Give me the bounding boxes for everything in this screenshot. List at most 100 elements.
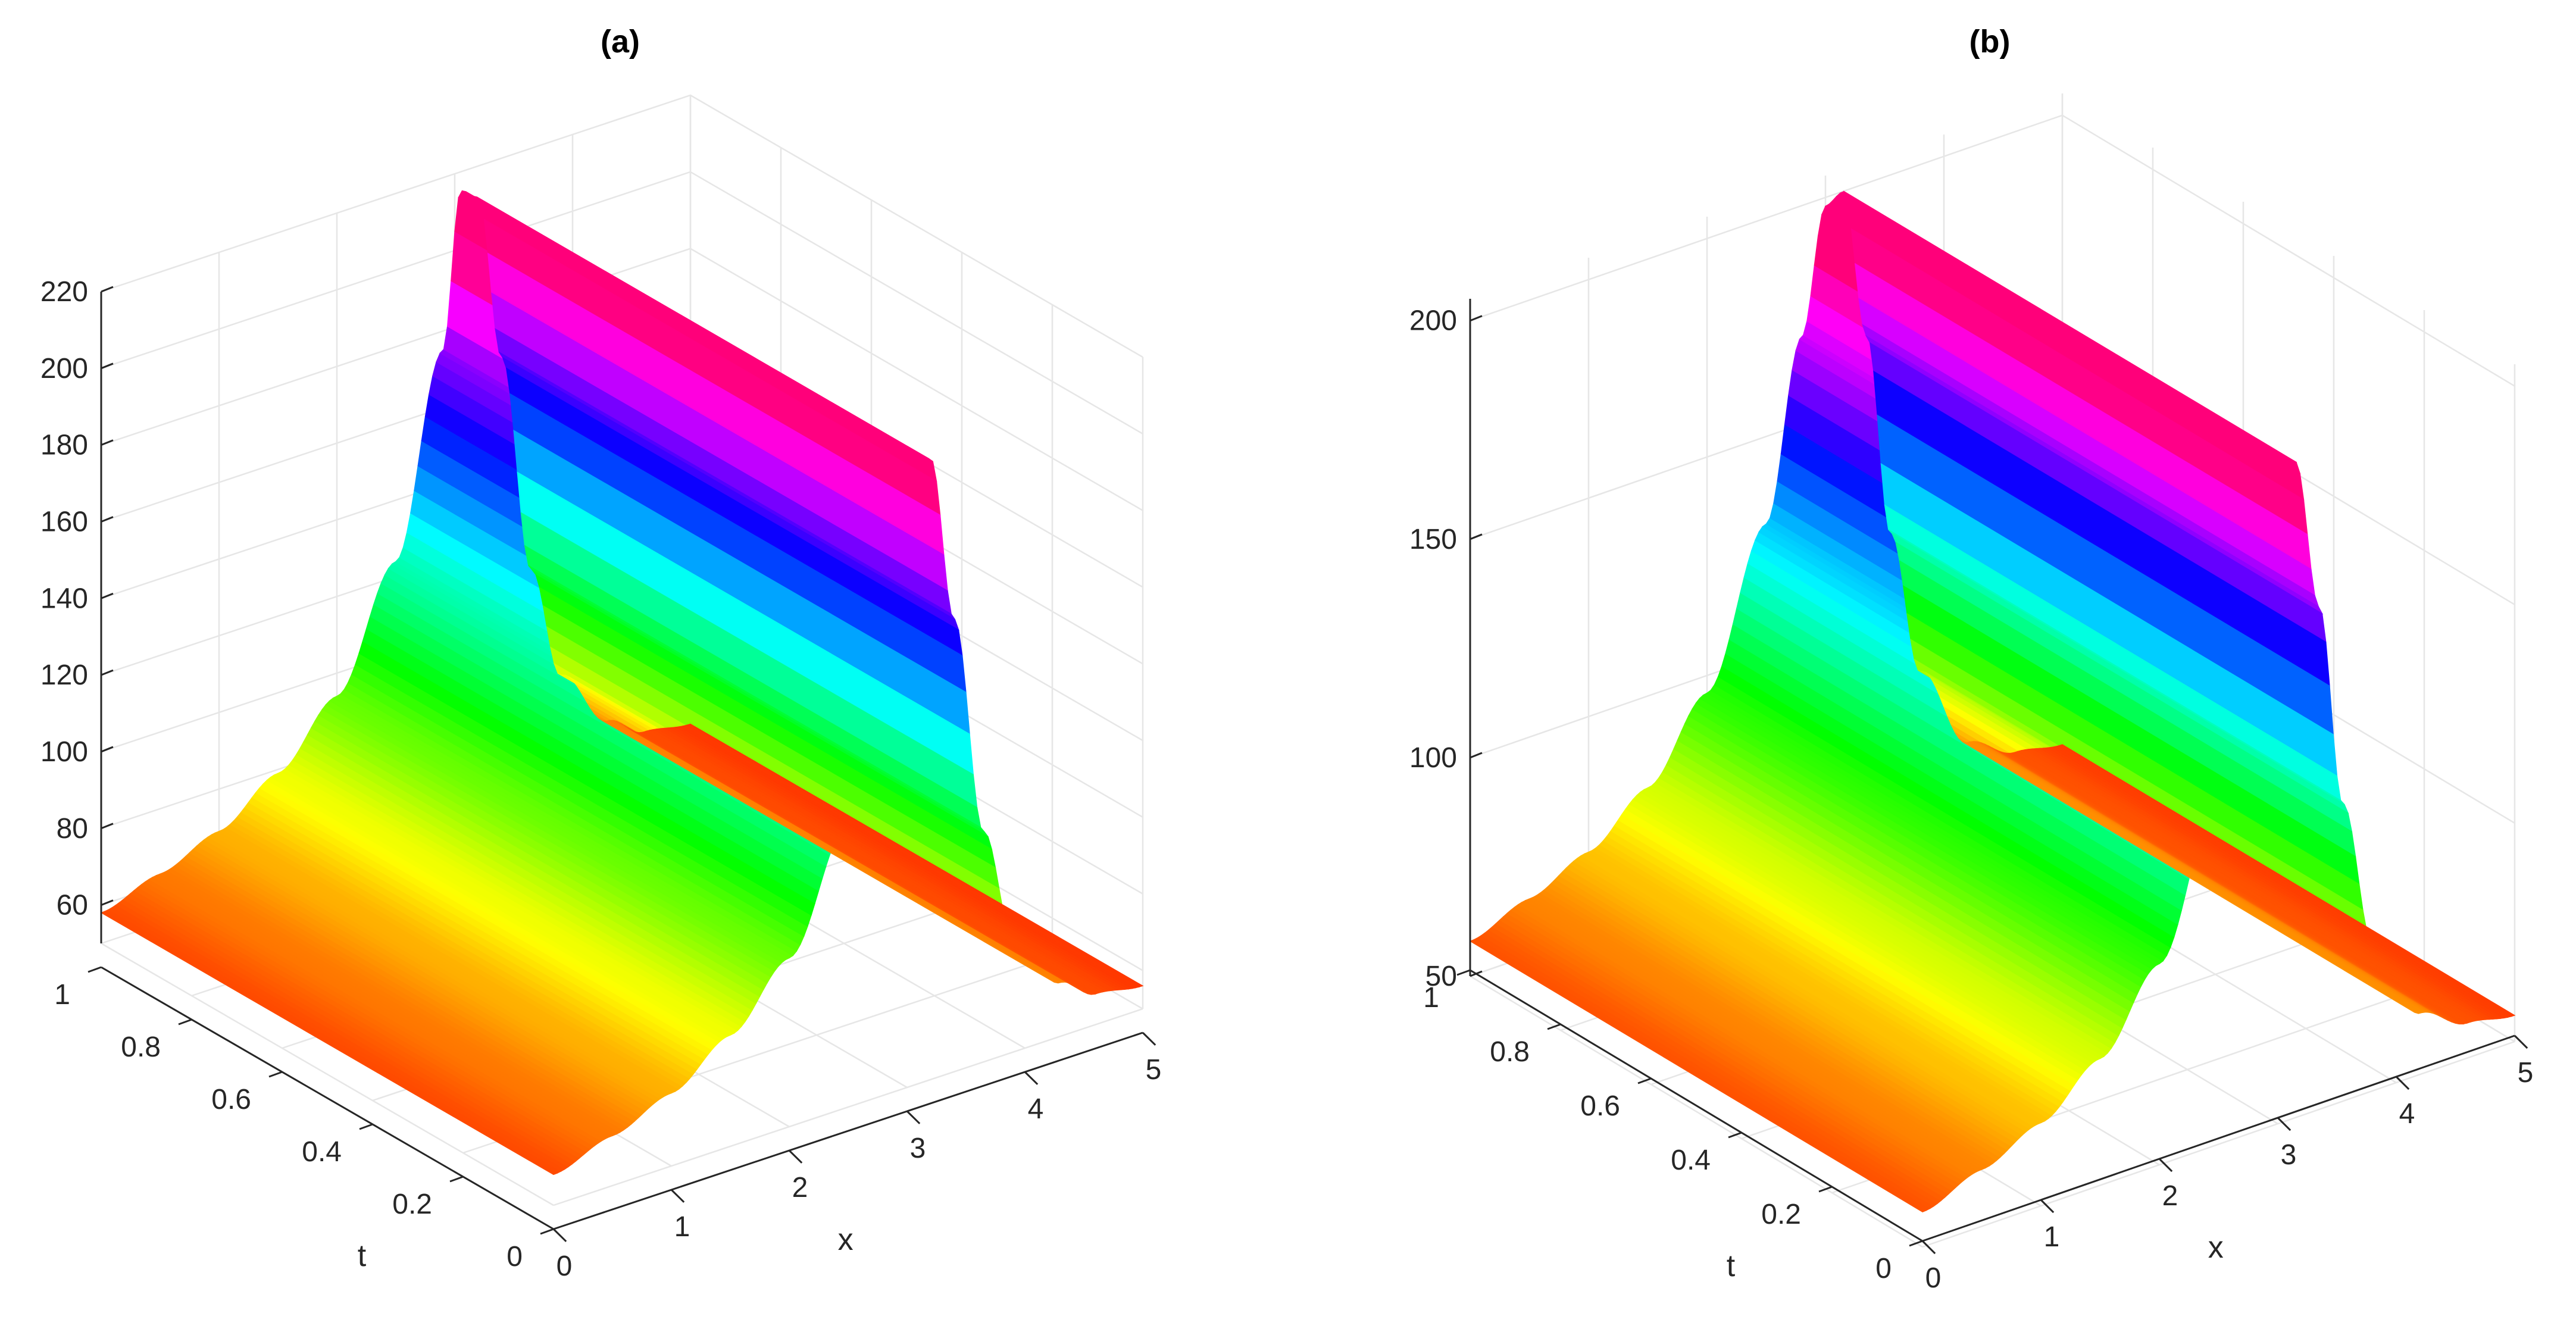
grid-line-z bbox=[101, 171, 1143, 434]
t-tick-label: 1 bbox=[1423, 982, 1439, 1014]
x-tick-mark bbox=[2158, 1158, 2173, 1173]
x-tick-label: 3 bbox=[910, 1133, 926, 1164]
axes: 01234500.20.40.60.8160801001201401601802… bbox=[40, 276, 1161, 1282]
t-tick-mark bbox=[449, 1176, 464, 1183]
z-tick-label: 80 bbox=[57, 813, 88, 845]
grid-line-floor-x bbox=[101, 942, 554, 1206]
x-tick-mark bbox=[2514, 1034, 2528, 1049]
panel-title: (b) bbox=[1969, 24, 2011, 60]
t-tick-label: 0.2 bbox=[392, 1189, 432, 1220]
t-tick-label: 0.4 bbox=[1671, 1145, 1711, 1176]
z-tick-label: 200 bbox=[40, 353, 88, 384]
z-tick-label: 200 bbox=[1409, 305, 1457, 337]
x-tick-label: 3 bbox=[2281, 1139, 2297, 1171]
x-axis-label: x bbox=[838, 1223, 854, 1257]
t-tick-mark bbox=[178, 1018, 192, 1026]
t-tick-label: 0.8 bbox=[1490, 1036, 1530, 1068]
t-tick-label: 0.6 bbox=[1580, 1090, 1620, 1122]
z-tick-mark bbox=[1470, 533, 1483, 540]
x-axis-line bbox=[1922, 1034, 2515, 1242]
x-tick-mark bbox=[906, 1110, 921, 1124]
x-tick-label: 0 bbox=[557, 1251, 573, 1282]
t-tick-label: 0.2 bbox=[1761, 1199, 1801, 1230]
z-tick-label: 60 bbox=[57, 890, 88, 921]
t-tick-mark bbox=[1547, 1023, 1561, 1030]
grid-line-z bbox=[101, 94, 1143, 358]
z-tick-label: 100 bbox=[1409, 742, 1457, 774]
x-tick-label: 2 bbox=[792, 1172, 808, 1203]
x-axis-line bbox=[553, 1031, 1143, 1230]
grid-line-floor-t bbox=[1922, 1040, 2515, 1248]
z-tick-mark bbox=[101, 823, 114, 830]
z-tick-mark bbox=[101, 439, 114, 446]
z-tick-label: 50 bbox=[1425, 961, 1457, 992]
z-tick-mark bbox=[1470, 970, 1483, 977]
z-tick-mark bbox=[101, 286, 114, 293]
t-tick-mark bbox=[1456, 969, 1471, 976]
t-axis-label: t bbox=[1727, 1249, 1736, 1283]
z-tick-label: 120 bbox=[40, 659, 88, 691]
z-tick-mark bbox=[101, 669, 114, 676]
z-tick-mark bbox=[101, 362, 114, 370]
z-tick-mark bbox=[101, 516, 114, 523]
x-tick-label: 1 bbox=[2044, 1221, 2060, 1253]
x-tick-mark bbox=[2040, 1199, 2055, 1214]
z-tick-label: 180 bbox=[40, 430, 88, 461]
t-tick-mark bbox=[1637, 1077, 1652, 1084]
panel-a-surface-plot: (a)01234500.20.40.60.8160801001201401601… bbox=[40, 24, 1161, 1282]
t-tick-mark bbox=[1909, 1240, 1923, 1247]
z-tick-label: 140 bbox=[40, 583, 88, 614]
x-tick-mark bbox=[2277, 1117, 2291, 1131]
z-tick-mark bbox=[1470, 752, 1483, 759]
t-tick-mark bbox=[268, 1071, 283, 1078]
x-tick-label: 1 bbox=[674, 1211, 690, 1243]
t-tick-mark bbox=[87, 966, 102, 973]
t-tick-label: 0 bbox=[507, 1241, 523, 1273]
x-tick-mark bbox=[2395, 1076, 2410, 1090]
x-tick-mark bbox=[1921, 1240, 1936, 1255]
z-tick-label: 150 bbox=[1409, 524, 1457, 555]
t-tick-label: 0.6 bbox=[211, 1084, 251, 1115]
panel-title: (a) bbox=[601, 24, 640, 60]
x-tick-label: 0 bbox=[1925, 1262, 1942, 1294]
t-tick-mark bbox=[359, 1123, 373, 1130]
x-tick-label: 4 bbox=[1028, 1093, 1044, 1125]
surface-strip bbox=[2058, 744, 2516, 1017]
t-axis-line bbox=[101, 966, 554, 1230]
z-tick-mark bbox=[101, 899, 114, 906]
t-tick-label: 0 bbox=[1875, 1253, 1892, 1284]
x-tick-mark bbox=[788, 1149, 803, 1164]
x-tick-mark bbox=[552, 1228, 567, 1242]
z-tick-mark bbox=[101, 746, 114, 753]
x-tick-label: 4 bbox=[2399, 1098, 2415, 1130]
t-tick-mark bbox=[540, 1228, 554, 1235]
x-tick-mark bbox=[1024, 1071, 1039, 1085]
z-tick-label: 100 bbox=[40, 736, 88, 768]
surface-strip bbox=[686, 723, 1144, 987]
grid-line-z bbox=[101, 248, 1143, 511]
t-tick-label: 0.8 bbox=[121, 1031, 161, 1063]
z-tick-label: 160 bbox=[40, 506, 88, 537]
grid-line-floor-t bbox=[553, 1008, 1143, 1206]
z-tick-mark bbox=[1470, 315, 1483, 322]
x-tick-mark bbox=[670, 1189, 685, 1203]
t-tick-label: 1 bbox=[54, 979, 70, 1011]
surface bbox=[1469, 190, 2516, 1212]
x-axis-label: x bbox=[2208, 1230, 2224, 1265]
x-tick-mark bbox=[1142, 1031, 1156, 1046]
x-tick-label: 2 bbox=[2162, 1180, 2178, 1212]
x-tick-label: 5 bbox=[1146, 1054, 1162, 1086]
x-tick-label: 5 bbox=[2518, 1057, 2534, 1089]
grid-line-z bbox=[1470, 114, 2515, 387]
t-axis-line bbox=[1470, 969, 1923, 1242]
t-tick-mark bbox=[1728, 1131, 1742, 1139]
t-tick-mark bbox=[1818, 1186, 1833, 1193]
t-axis-label: t bbox=[358, 1239, 367, 1273]
z-tick-label: 220 bbox=[40, 276, 88, 308]
t-tick-label: 0.4 bbox=[302, 1136, 342, 1168]
surface bbox=[100, 190, 1144, 1176]
z-tick-mark bbox=[101, 592, 114, 599]
